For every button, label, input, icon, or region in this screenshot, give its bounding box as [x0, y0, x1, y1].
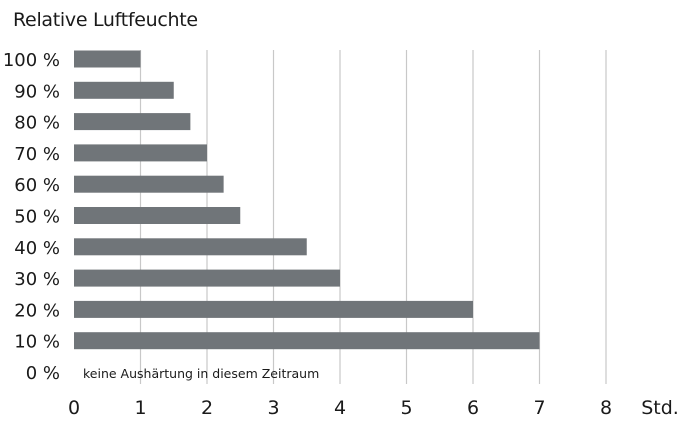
bar-30-percent — [74, 269, 340, 287]
bar-100-percent — [74, 50, 141, 68]
category-label: 40 % — [14, 238, 60, 259]
x-tick-label: 0 — [68, 397, 80, 419]
x-tick-label: 7 — [533, 397, 545, 419]
category-label: 80 % — [14, 113, 60, 134]
bar-90-percent — [74, 81, 174, 99]
bar-10-percent — [74, 332, 540, 350]
category-label: 100 % — [3, 50, 60, 71]
chart-title: Relative Luftfeuchte — [13, 9, 198, 31]
x-tick-label: 1 — [134, 397, 146, 419]
bar-50-percent — [74, 207, 241, 224]
bar-40-percent — [74, 238, 307, 256]
bar-20-percent — [74, 300, 473, 318]
category-label: 20 % — [14, 300, 60, 321]
label-layer: 100 %90 %80 %70 %60 %50 %40 %30 %20 %10 … — [3, 50, 679, 419]
x-tick-label: 3 — [267, 397, 279, 419]
category-label: 90 % — [14, 81, 60, 102]
bar-70-percent — [74, 144, 207, 162]
x-tick-label: 8 — [600, 397, 612, 419]
bar-80-percent — [74, 113, 191, 131]
bar-layer — [74, 50, 540, 350]
category-label: 50 % — [14, 207, 60, 228]
bar-60-percent — [74, 175, 224, 193]
annotation-text: keine Aushärtung in diesem Zeitraum — [83, 366, 319, 381]
x-tick-label: 6 — [467, 397, 479, 419]
x-tick-label: 4 — [334, 397, 346, 419]
x-tick-label: 5 — [400, 397, 412, 419]
x-unit-label: Std. — [641, 397, 679, 419]
category-label: 0 % — [26, 363, 60, 384]
category-label: 30 % — [14, 269, 60, 290]
category-label: 60 % — [14, 175, 60, 196]
x-tick-label: 2 — [201, 397, 213, 419]
category-label: 70 % — [14, 144, 60, 165]
category-label: 10 % — [14, 332, 60, 353]
